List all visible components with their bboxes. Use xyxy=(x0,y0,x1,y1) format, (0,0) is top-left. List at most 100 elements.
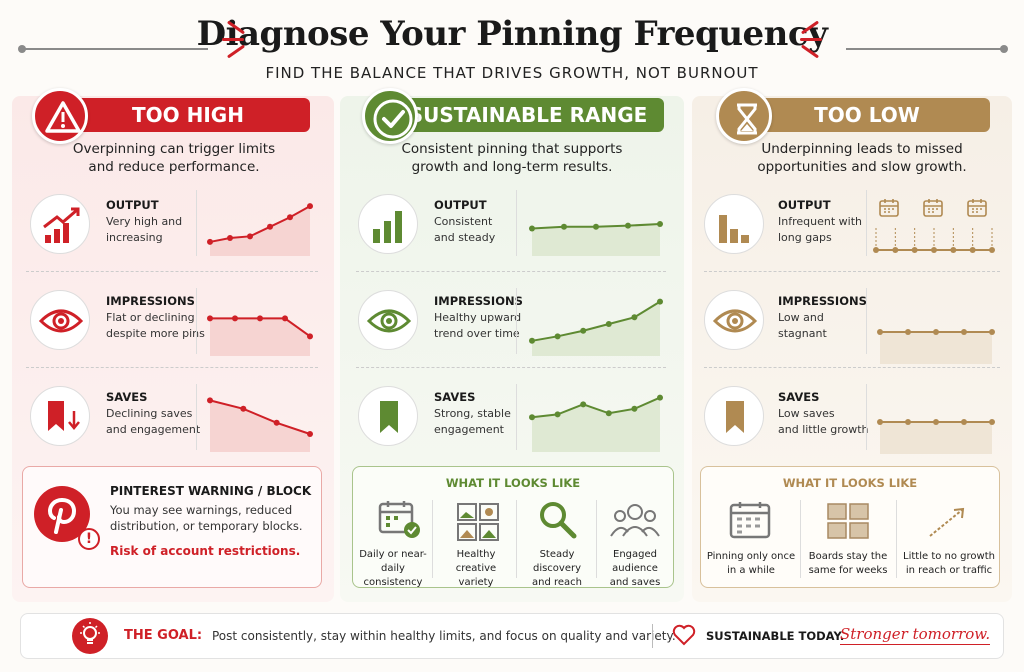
sparkline-saves xyxy=(529,394,663,452)
sparkline-point xyxy=(605,410,612,417)
goal-label: THE GOAL: xyxy=(124,628,203,643)
looks-like-title: WHAT IT LOOKS LIKE xyxy=(782,476,918,490)
sparkline-output xyxy=(207,203,313,256)
sparkline-area xyxy=(210,318,310,356)
tagline: SUSTAINABLE TODAY. xyxy=(706,629,845,643)
looks-like-caption: Little to no growth in reach or traffic xyxy=(903,551,995,576)
sparkline-point xyxy=(554,411,561,418)
sparkline-point xyxy=(529,414,535,421)
sparkline-point xyxy=(989,247,995,253)
metric-label: OUTPUT xyxy=(106,198,159,212)
goal-bar xyxy=(20,613,1004,659)
sparkline-impressions xyxy=(877,329,995,364)
bar-chart-icon xyxy=(358,194,418,254)
sparkline-point xyxy=(307,333,313,340)
sparkline-point xyxy=(873,247,879,253)
page-title: Diagnose Your Pinning Frequency xyxy=(196,14,828,54)
metric-label: OUTPUT xyxy=(434,198,487,212)
sparkline-line xyxy=(531,300,661,342)
divider xyxy=(432,500,433,578)
sparkline-point xyxy=(631,405,638,412)
sparkline-point xyxy=(961,419,967,425)
sparkline-point xyxy=(657,221,663,227)
sparkline-point xyxy=(287,214,293,221)
sparkline-area xyxy=(210,206,310,256)
warning-icon xyxy=(32,88,88,144)
eye-icon xyxy=(30,290,90,350)
divider xyxy=(704,367,1000,368)
metric-label: IMPRESSIONS xyxy=(434,294,523,308)
calendar-check-icon xyxy=(376,498,424,546)
image-grid-icon xyxy=(456,502,500,546)
metric-label: IMPRESSIONS xyxy=(106,294,195,308)
sparkline-point xyxy=(529,337,535,344)
checkmark-icon xyxy=(362,88,418,144)
warning-risk: Risk of account restrictions. xyxy=(110,544,301,558)
sparkline-point xyxy=(207,238,213,245)
goal-text: Post consistently, stay within healthy l… xyxy=(212,629,676,643)
sparkline-point xyxy=(247,233,253,240)
rising-bars-icon xyxy=(30,194,90,254)
sparkline-point xyxy=(554,333,561,340)
sparkline-point xyxy=(227,235,233,241)
heart-icon xyxy=(672,624,696,650)
metric-label: SAVES xyxy=(106,390,148,404)
sparkline-point xyxy=(273,419,280,426)
metric-label: OUTPUT xyxy=(778,198,831,212)
sparkline-area xyxy=(532,301,660,356)
looks-like-caption: Daily or near-daily consistency xyxy=(359,549,427,588)
sparkline-output xyxy=(873,228,995,253)
warning-title: PINTEREST WARNING / BLOCK xyxy=(110,484,312,498)
divider xyxy=(516,500,517,578)
divider xyxy=(356,271,666,272)
page-subtitle: FIND THE BALANCE THAT DRIVES GROWTH, NOT… xyxy=(265,64,759,82)
sparkline-point xyxy=(580,401,587,408)
sparkline-point xyxy=(877,329,883,335)
header-rule-dot-right xyxy=(1000,45,1008,53)
metric-label: SAVES xyxy=(778,390,820,404)
divider xyxy=(196,384,197,450)
sparkline-point xyxy=(580,327,587,334)
divider xyxy=(652,624,653,648)
divider xyxy=(516,190,517,256)
sparkline-point xyxy=(561,223,567,230)
tagline-script: Stronger tomorrow. xyxy=(840,625,991,645)
sparkline-point xyxy=(657,298,663,305)
sparkline-line xyxy=(209,205,311,243)
divider xyxy=(866,384,867,450)
warning-desc: You may see warnings, reduced distributio… xyxy=(110,503,303,533)
heading-sustainable: SUSTAINABLE RANGE xyxy=(392,98,664,132)
divider xyxy=(596,500,597,578)
sparkline-saves xyxy=(207,397,313,452)
looks-like-caption: Pinning only once in a while xyxy=(706,551,796,576)
magnifier-icon xyxy=(536,498,580,546)
sparkline-saves xyxy=(877,419,995,454)
sparkline-impressions xyxy=(207,315,313,356)
looks-like-caption: Engaged audience and saves xyxy=(609,549,661,588)
sparkline-point xyxy=(529,225,535,232)
metric-desc: Infrequent with long gaps xyxy=(778,215,862,244)
eye-icon xyxy=(358,290,418,350)
divider xyxy=(896,500,897,578)
bookmark-icon xyxy=(358,386,418,446)
sparkline-point xyxy=(207,315,213,322)
metric-label: IMPRESSIONS xyxy=(778,294,867,308)
looks-like-caption: Boards stay the same for weeks xyxy=(808,551,888,576)
sparkline-line xyxy=(531,396,661,419)
desc-too-low: Underpinning leads to missed opportunitie… xyxy=(757,141,967,175)
sparkline-line xyxy=(209,399,311,435)
sparkline-point xyxy=(905,419,911,425)
divider xyxy=(356,367,666,368)
heading-too-high: TOO HIGH xyxy=(66,98,310,132)
eye-icon xyxy=(704,290,764,350)
sparkline-area xyxy=(532,224,660,256)
calendar-icon xyxy=(728,500,772,544)
sparkline-point xyxy=(631,314,638,321)
sparkline-point xyxy=(282,315,288,322)
sparkline-point xyxy=(605,321,612,327)
sparkline-point xyxy=(307,203,313,210)
header-rule-left xyxy=(22,48,208,50)
sparkline-point xyxy=(911,247,918,253)
divider xyxy=(704,271,1000,272)
sparkline-area xyxy=(532,397,660,452)
